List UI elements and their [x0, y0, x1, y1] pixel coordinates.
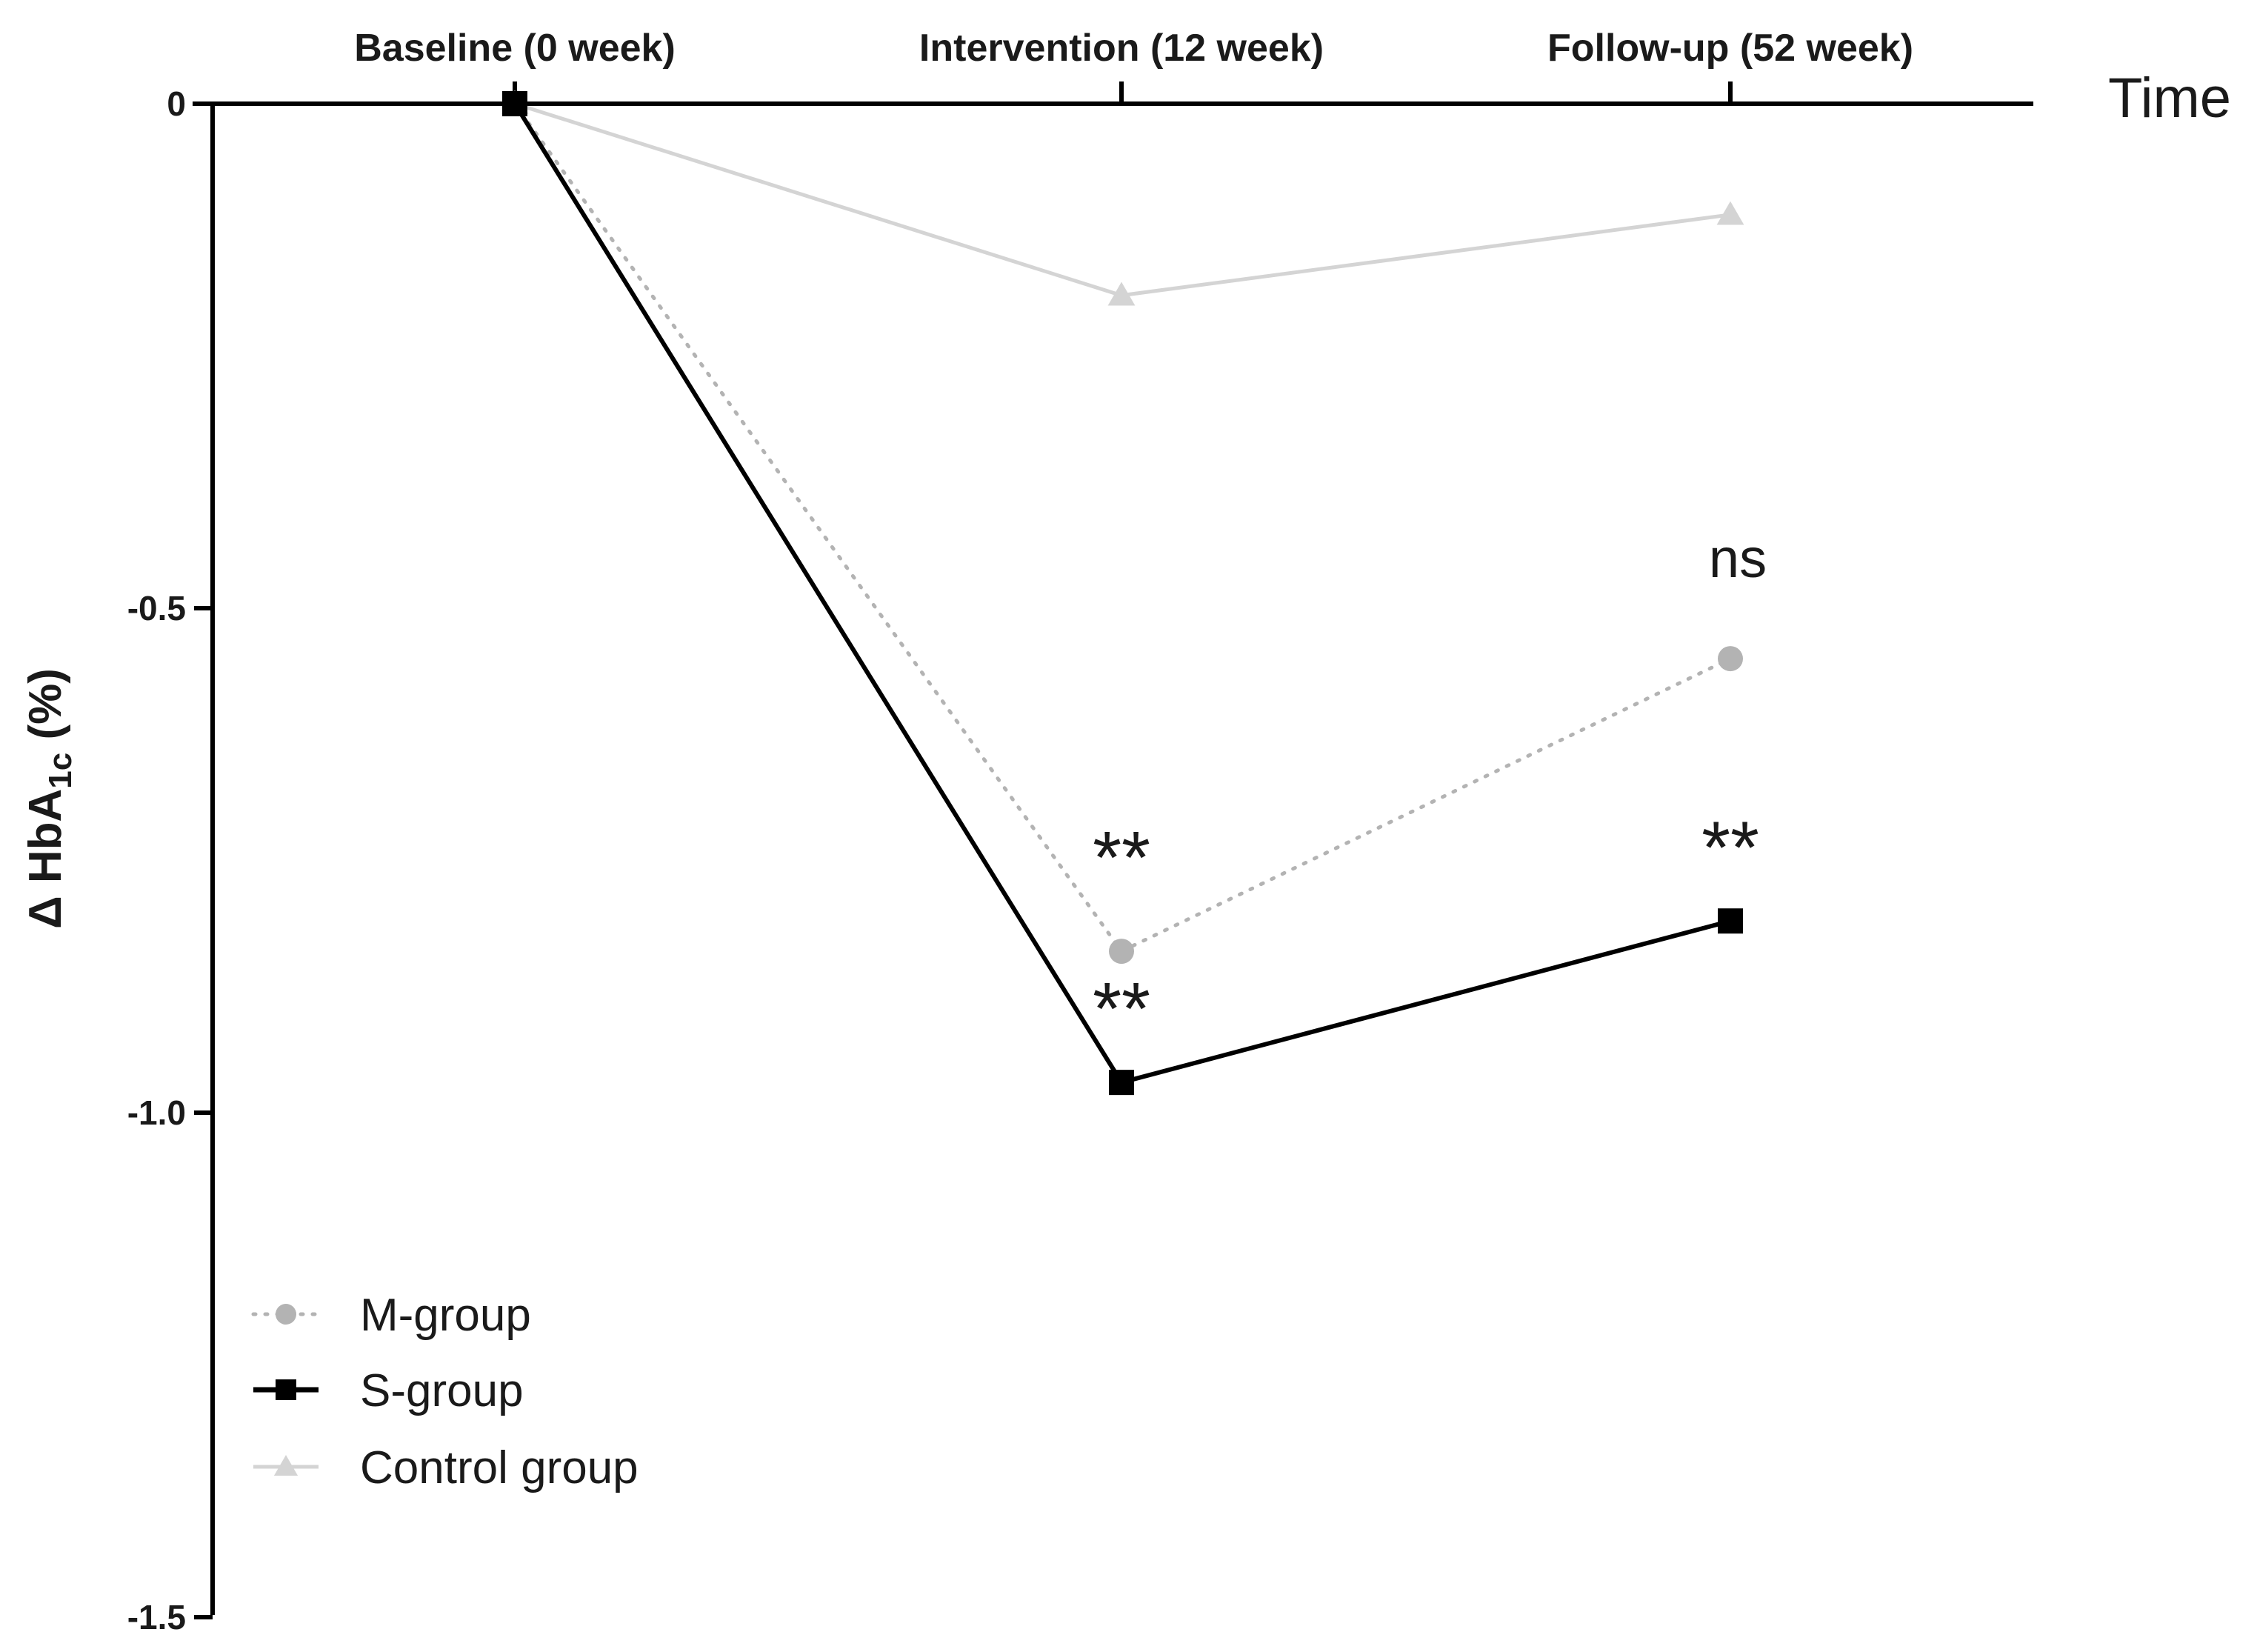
y-axis: 0 -0.5 -1.0 -1.5 [127, 84, 215, 1636]
data-point-m-group [1718, 646, 1743, 672]
data-point-s-group [502, 91, 527, 116]
y-axis-label-suffix: (%) [20, 668, 71, 753]
data-point-s-group [1109, 1070, 1134, 1096]
legend-item-m-group: M-group [251, 1290, 531, 1341]
series-s-group [502, 91, 1743, 1096]
series-layer [501, 90, 1744, 1096]
y-tick-label: -1.5 [127, 1598, 186, 1636]
legend: M-group S-group Control group [251, 1290, 639, 1493]
x-axis-label: Time [2108, 67, 2231, 130]
legend-marker [273, 1455, 299, 1476]
x-tick-label: Follow-up (52 week) [1547, 27, 1913, 70]
y-tick-label: -1.0 [127, 1093, 186, 1132]
series-line-control-group [514, 101, 1731, 298]
annotation-significance: ** [1701, 806, 1759, 889]
data-point-m-group [1109, 939, 1134, 965]
y-axis-label-subscript: 1c [42, 753, 79, 789]
legend-label: Control group [360, 1442, 639, 1493]
x-tick-label: Baseline (0 week) [354, 27, 676, 70]
legend-item-control-group: Control group [253, 1442, 639, 1493]
annotation-ns: ns [1709, 527, 1767, 589]
series-control-group [501, 90, 1744, 306]
legend-label: M-group [360, 1290, 531, 1341]
legend-label: S-group [360, 1365, 524, 1416]
x-tick-label: Intervention (12 week) [919, 27, 1324, 70]
annotations: ** ** ** ns [1093, 527, 1767, 1050]
y-axis-label: Δ HbA1c (%) [20, 668, 79, 929]
data-point-control-group [1716, 201, 1744, 225]
series-line-s-group [513, 102, 1731, 1085]
legend-marker [276, 1304, 296, 1325]
annotation-significance: ** [1093, 967, 1150, 1050]
legend-marker [276, 1379, 296, 1400]
y-tick-label: 0 [167, 84, 186, 123]
annotation-significance: ** [1093, 816, 1150, 899]
y-tick-label: -0.5 [127, 589, 186, 627]
data-point-s-group [1718, 908, 1743, 934]
y-axis-label-prefix: Δ HbA [20, 789, 71, 929]
x-axis: Baseline (0 week) Intervention (12 week) F… [193, 27, 2231, 130]
data-point-control-group [1107, 282, 1136, 306]
legend-item-s-group: S-group [253, 1365, 524, 1416]
